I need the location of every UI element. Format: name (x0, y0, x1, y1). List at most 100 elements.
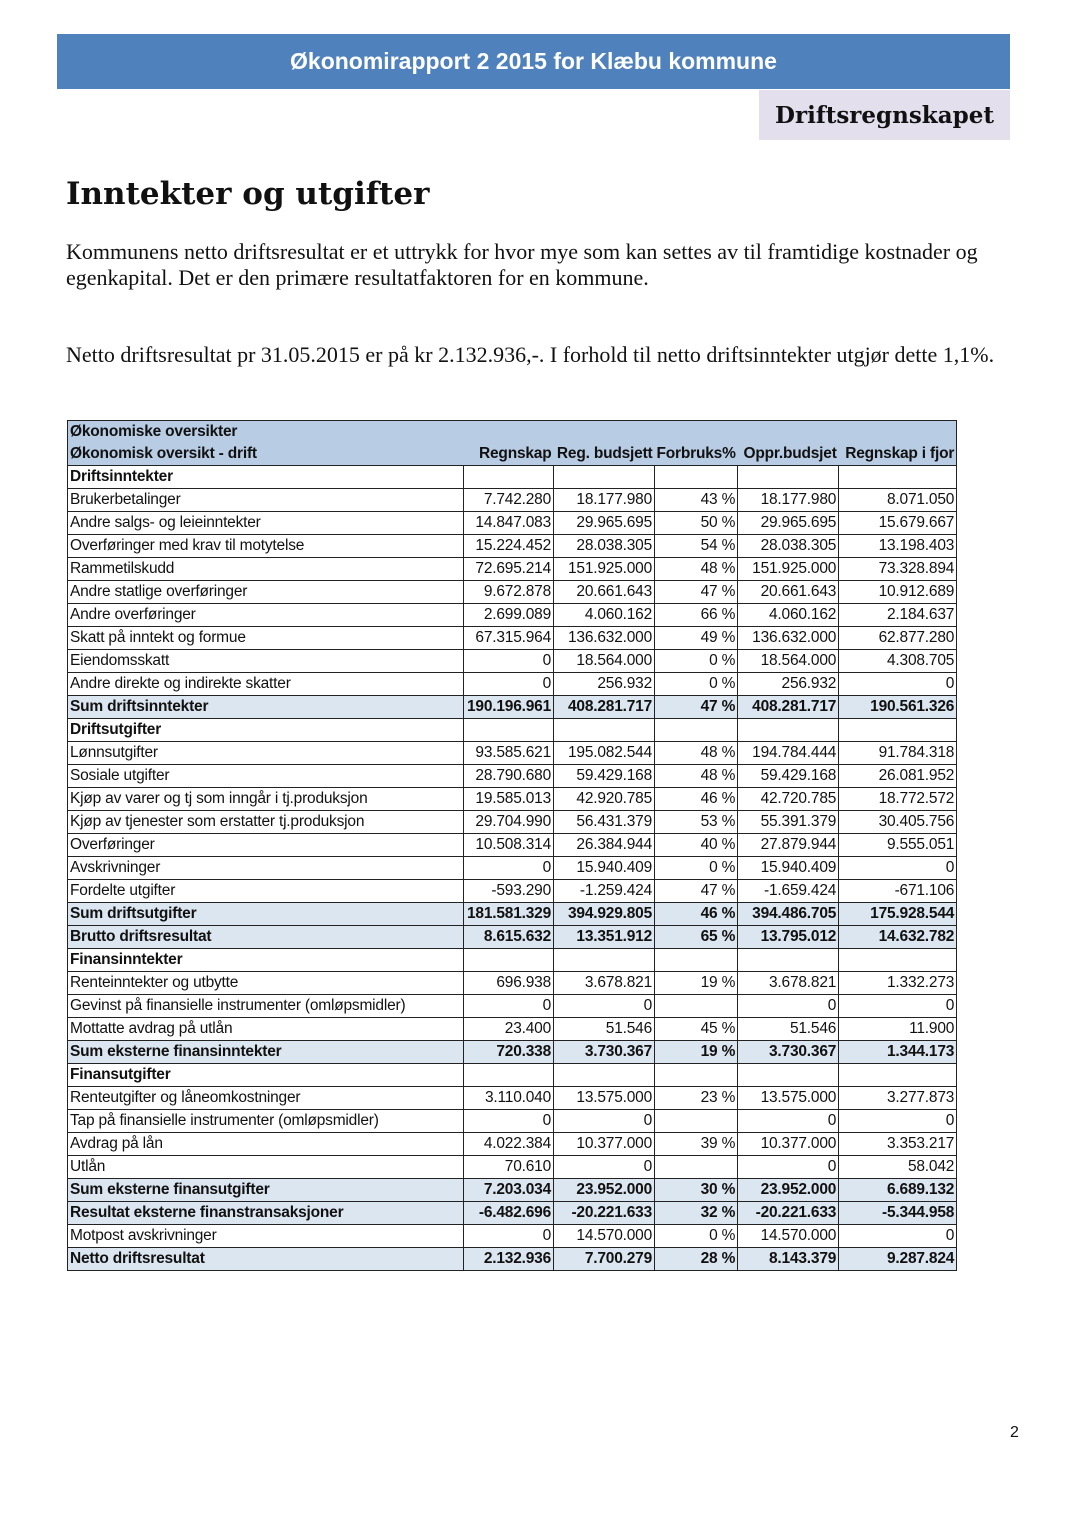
cell-value: 3.730.367 (737, 1040, 840, 1064)
section-row: Finansinntekter (67, 948, 958, 972)
cell-value: 0 (737, 1155, 840, 1179)
cell-value: 40 % (653, 833, 739, 857)
cell-value: 39 % (653, 1132, 739, 1156)
cell-value: -1.259.424 (553, 879, 655, 903)
table-row: Gevinst på finansielle instrumenter (oml… (67, 994, 958, 1018)
cell-value: 29.965.695 (553, 511, 655, 535)
cell-value: 0 (838, 1109, 958, 1133)
table-title-row: Økonomiske oversikter (67, 420, 958, 443)
sum-row: Sum eksterne finansutgifter 7.203.034 23.9… (67, 1178, 958, 1202)
cell-value: 19 % (653, 1040, 739, 1064)
row-label: Andre salgs- og leieinntekter (67, 511, 464, 535)
cell-value: 42.720.785 (737, 787, 840, 811)
cell-value: 0 (553, 1155, 655, 1179)
report-title: Økonomirapport 2 2015 for Klæbu kommune (290, 48, 777, 74)
sum-row: Sum driftsinntekter 190.196.961 408.281.71… (67, 695, 958, 719)
cell-value: 0 (463, 856, 554, 880)
result-paragraph: Netto driftsresultat pr 31.05.2015 er på… (66, 342, 995, 367)
cell-value: 18.772.572 (838, 787, 958, 811)
row-label: Renteinntekter og utbytte (67, 971, 464, 995)
cell-value: 30.405.756 (838, 810, 958, 834)
intro-paragraph: Kommunens netto driftsresultat er et utt… (66, 239, 978, 290)
cell-value: 43 % (653, 488, 739, 512)
cell-value: -20.221.633 (553, 1201, 655, 1225)
cell-value: 3.678.821 (553, 971, 655, 995)
cell-value: 70.610 (463, 1155, 554, 1179)
cell-value: 56.431.379 (553, 810, 655, 834)
row-label: Resultat eksterne finanstransaksjoner (67, 1201, 464, 1225)
cell-value: 15.940.409 (737, 856, 840, 880)
row-label: Kjøp av varer og tj som inngår i tj.prod… (67, 787, 464, 811)
cell-value: 47 % (653, 879, 739, 903)
cell-value: 47 % (653, 580, 739, 604)
row-label: Overføringer med krav til motytelse (67, 534, 464, 558)
cell-value: 9.672.878 (463, 580, 554, 604)
row-label: Sum driftsinntekter (67, 695, 464, 719)
table-row: Rammetilskudd 72.695.214 151.925.000 48 % 15… (67, 557, 958, 581)
cell-value (653, 1109, 739, 1133)
table-row: Avdrag på lån 4.022.384 10.377.000 39 % 10.3… (67, 1132, 958, 1156)
cell-value: 13.198.403 (838, 534, 958, 558)
cell-value (653, 718, 739, 742)
cell-value: 13.575.000 (553, 1086, 655, 1110)
cell-value: -20.221.633 (737, 1201, 840, 1225)
cell-value: 15.679.667 (838, 511, 958, 535)
cell-value: 3.110.040 (463, 1086, 554, 1110)
table-row: Kjøp av tjenester som erstatter tj.produ… (67, 810, 958, 834)
row-label: Utlån (67, 1155, 464, 1179)
cell-value: 27.879.944 (737, 833, 840, 857)
table-row: Utlån 70.610 0 0 58.042 (67, 1155, 958, 1179)
cell-value: 0 (838, 994, 958, 1018)
cell-value: 65 % (653, 925, 739, 949)
table-row: Avskrivninger 0 15.940.409 0 % 15.940.409 0 (67, 856, 958, 880)
cell-value: 0 (553, 994, 655, 1018)
row-label: Rammetilskudd (67, 557, 464, 581)
cell-value: 11.900 (838, 1017, 958, 1041)
cell-value: -671.106 (838, 879, 958, 903)
cell-value: 47 % (653, 695, 739, 719)
cell-value: 3.730.367 (553, 1040, 655, 1064)
cell-value (553, 948, 655, 972)
cell-value: 8.615.632 (463, 925, 554, 949)
page-heading: Inntekter og utgifter (66, 176, 430, 212)
cell-value: 13.351.912 (553, 925, 655, 949)
cell-value: 4.060.162 (553, 603, 655, 627)
sum-row: Resultat eksterne finanstransaksjoner -6.… (67, 1201, 958, 1225)
report-title-bar: Økonomirapport 2 2015 for Klæbu kommune (57, 34, 1010, 89)
cell-value: 26.081.952 (838, 764, 958, 788)
cell-value: 51.546 (737, 1017, 840, 1041)
cell-value (553, 1063, 655, 1087)
cell-value: 2.184.637 (838, 603, 958, 627)
cell-value: 195.082.544 (553, 741, 655, 765)
table-row: Andre direkte og indirekte skatter 0 256.9… (67, 672, 958, 696)
cell-value: 13.575.000 (737, 1086, 840, 1110)
cell-value: 7.742.280 (463, 488, 554, 512)
cell-value: 0 (463, 649, 554, 673)
cell-value: 256.932 (737, 672, 840, 696)
cell-value: 72.695.214 (463, 557, 554, 581)
cell-value: 23.952.000 (737, 1178, 840, 1202)
row-label: Skatt på inntekt og formue (67, 626, 464, 650)
cell-value: 55.391.379 (737, 810, 840, 834)
cell-value: 51.546 (553, 1017, 655, 1041)
row-label: Eiendomsskatt (67, 649, 464, 673)
cell-value: 256.932 (553, 672, 655, 696)
column-header: Reg. budsjett (553, 443, 655, 466)
cell-value: 53 % (653, 810, 739, 834)
row-label: Finansinntekter (67, 948, 464, 972)
cell-value (653, 465, 739, 489)
row-label: Mottatte avdrag på utlån (67, 1017, 464, 1041)
cell-value: 59.429.168 (737, 764, 840, 788)
row-label: Brutto driftsresultat (67, 925, 464, 949)
cell-value: 18.177.980 (737, 488, 840, 512)
cell-value: 58.042 (838, 1155, 958, 1179)
row-label: Brukerbetalinger (67, 488, 464, 512)
cell-value: 4.308.705 (838, 649, 958, 673)
cell-value: 10.377.000 (553, 1132, 655, 1156)
sum-row: Sum eksterne finansinntekter 720.338 3.730… (67, 1040, 958, 1064)
cell-value: 30 % (653, 1178, 739, 1202)
row-label: Gevinst på finansielle instrumenter (oml… (67, 994, 464, 1018)
cell-value: 20.661.643 (553, 580, 655, 604)
cell-value: 3.678.821 (737, 971, 840, 995)
cell-value: 19 % (653, 971, 739, 995)
